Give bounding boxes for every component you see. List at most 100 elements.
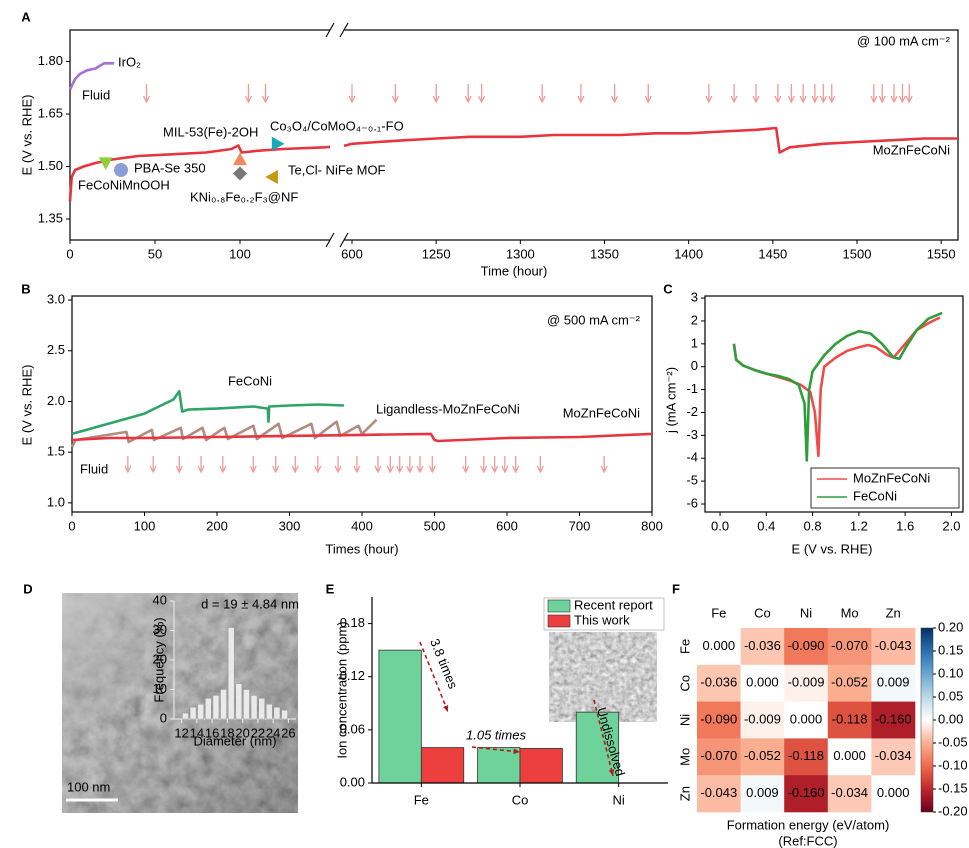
heatmap-cell bbox=[871, 628, 916, 666]
y-axis-title: Frequency (%) bbox=[151, 617, 166, 702]
fluid-arrow bbox=[491, 456, 499, 474]
point-marker bbox=[233, 152, 247, 166]
fluid-arrow bbox=[197, 456, 205, 474]
legend-swatch bbox=[547, 614, 571, 628]
series-line bbox=[71, 432, 653, 443]
heatmap-cell bbox=[827, 628, 872, 666]
legend-box bbox=[810, 467, 960, 509]
legend-label: FeCoNi bbox=[853, 488, 897, 503]
event-label: Fluid bbox=[80, 461, 108, 476]
heatmap-cell bbox=[784, 664, 829, 702]
fluid-arrow bbox=[124, 456, 132, 474]
fluid-arrow bbox=[249, 456, 257, 474]
arrow-shaft bbox=[593, 699, 614, 777]
fluid-arrow bbox=[898, 84, 907, 104]
y-axis-title: Ion concentration (ppm) bbox=[334, 621, 349, 758]
annotation: @ 100 mA cm⁻² bbox=[857, 33, 951, 48]
histogram-bar bbox=[189, 706, 197, 720]
y-tick-label: 0.00 bbox=[340, 774, 365, 789]
y-tick-label: 20 bbox=[153, 651, 167, 666]
fluid-arrow bbox=[386, 456, 394, 474]
fluid-arrow bbox=[730, 84, 738, 104]
y-tick-label: 40 bbox=[153, 592, 167, 607]
cell-label: 0.009 bbox=[877, 675, 910, 690]
x-tick-label: 600 bbox=[496, 518, 518, 533]
scale-bar-label: 100 nm bbox=[67, 779, 110, 794]
x-tick-label: 800 bbox=[641, 518, 663, 533]
fluid-arrow bbox=[149, 456, 157, 474]
column-label: Zn bbox=[886, 605, 901, 620]
fluid-arrow bbox=[890, 84, 898, 104]
annotation: d = 19 ± 4.84 nm bbox=[201, 596, 299, 611]
y-tick-label: -4 bbox=[686, 450, 698, 465]
x-tick-label: 0.8 bbox=[804, 518, 822, 533]
series-line bbox=[732, 311, 943, 462]
colorbar-tick-label: -0.20 bbox=[938, 803, 968, 818]
cell-label: 0.000 bbox=[790, 711, 823, 726]
cell-label: -0.052 bbox=[744, 748, 781, 763]
fluid-arrow bbox=[905, 84, 913, 104]
heatmap-cell bbox=[740, 664, 785, 702]
point-label: MIL-53(Fe)-2OH bbox=[163, 124, 258, 139]
x-tick-label: 22 bbox=[251, 725, 265, 740]
fluid-arrow bbox=[406, 456, 414, 474]
histogram-bar bbox=[197, 704, 204, 720]
x-tick-label: 1450 bbox=[758, 246, 787, 261]
y-tick-label: 30 bbox=[153, 622, 167, 637]
histogram-bar bbox=[243, 689, 250, 720]
colorbar-tick-label: 0.00 bbox=[938, 711, 963, 726]
histogram-bar bbox=[220, 689, 227, 720]
series-line bbox=[71, 390, 344, 436]
fluid-arrow bbox=[462, 456, 470, 474]
legend-label: MoZnFeCoNi bbox=[853, 470, 930, 485]
axis-break-mark bbox=[325, 232, 335, 248]
arrow-shaft bbox=[471, 746, 521, 753]
x-axis-title: Time (hour) bbox=[481, 263, 548, 278]
heatmap-cell bbox=[697, 628, 741, 666]
cell-label: -0.034 bbox=[831, 785, 868, 800]
fluid-arrow bbox=[501, 456, 509, 474]
cell-label: -0.052 bbox=[831, 675, 868, 690]
x-tick-label: 1300 bbox=[506, 246, 535, 261]
cell-label: 0.009 bbox=[746, 785, 779, 800]
x-tick-label: 300 bbox=[279, 518, 301, 533]
cell-label: -0.043 bbox=[700, 785, 737, 800]
legend-swatch bbox=[547, 599, 571, 613]
y-tick-label: 3.0 bbox=[47, 291, 65, 306]
colorbar-tick-label: 0.05 bbox=[938, 688, 963, 703]
heatmap-cell bbox=[871, 701, 916, 739]
legend-label: Recent report bbox=[574, 597, 653, 612]
heatmap-cell bbox=[740, 701, 785, 739]
heatmap-cell bbox=[871, 738, 916, 776]
x-tick-label: Co bbox=[512, 792, 529, 807]
axis-break-mark bbox=[339, 22, 349, 38]
panel-label: F bbox=[672, 581, 680, 596]
y-tick-label: -3 bbox=[686, 427, 698, 442]
bar bbox=[477, 747, 521, 784]
cell-label: -0.160 bbox=[788, 785, 825, 800]
x-tick-label: 1550 bbox=[927, 246, 956, 261]
subtitle: (Ref:FCC) bbox=[778, 833, 837, 848]
x-tick-label: 1250 bbox=[422, 246, 451, 261]
cell-label: -0.009 bbox=[788, 675, 825, 690]
heatmap-cell bbox=[784, 738, 829, 776]
y-tick-label: -6 bbox=[686, 495, 698, 510]
heatmap-cell bbox=[697, 664, 741, 702]
panel-label: D bbox=[23, 581, 32, 596]
y-tick-label: 0.06 bbox=[340, 721, 365, 736]
fluid-arrow bbox=[291, 456, 299, 474]
x-tick-label: Fe bbox=[414, 792, 429, 807]
heatmap-cell bbox=[827, 738, 872, 776]
histogram-bar bbox=[266, 704, 273, 720]
fluid-arrow bbox=[644, 84, 652, 104]
cell-label: -0.036 bbox=[744, 638, 781, 653]
fluid-arrow bbox=[878, 84, 886, 104]
y-axis-title: E (V vs. RHE) bbox=[19, 95, 34, 176]
series-line bbox=[68, 126, 958, 202]
x-tick-label: 1400 bbox=[674, 246, 703, 261]
bar bbox=[378, 649, 422, 784]
row-label: Mo bbox=[677, 748, 692, 766]
fluid-arrow bbox=[828, 84, 836, 104]
y-tick-label: -2 bbox=[686, 404, 698, 419]
row-label: Co bbox=[677, 675, 692, 692]
